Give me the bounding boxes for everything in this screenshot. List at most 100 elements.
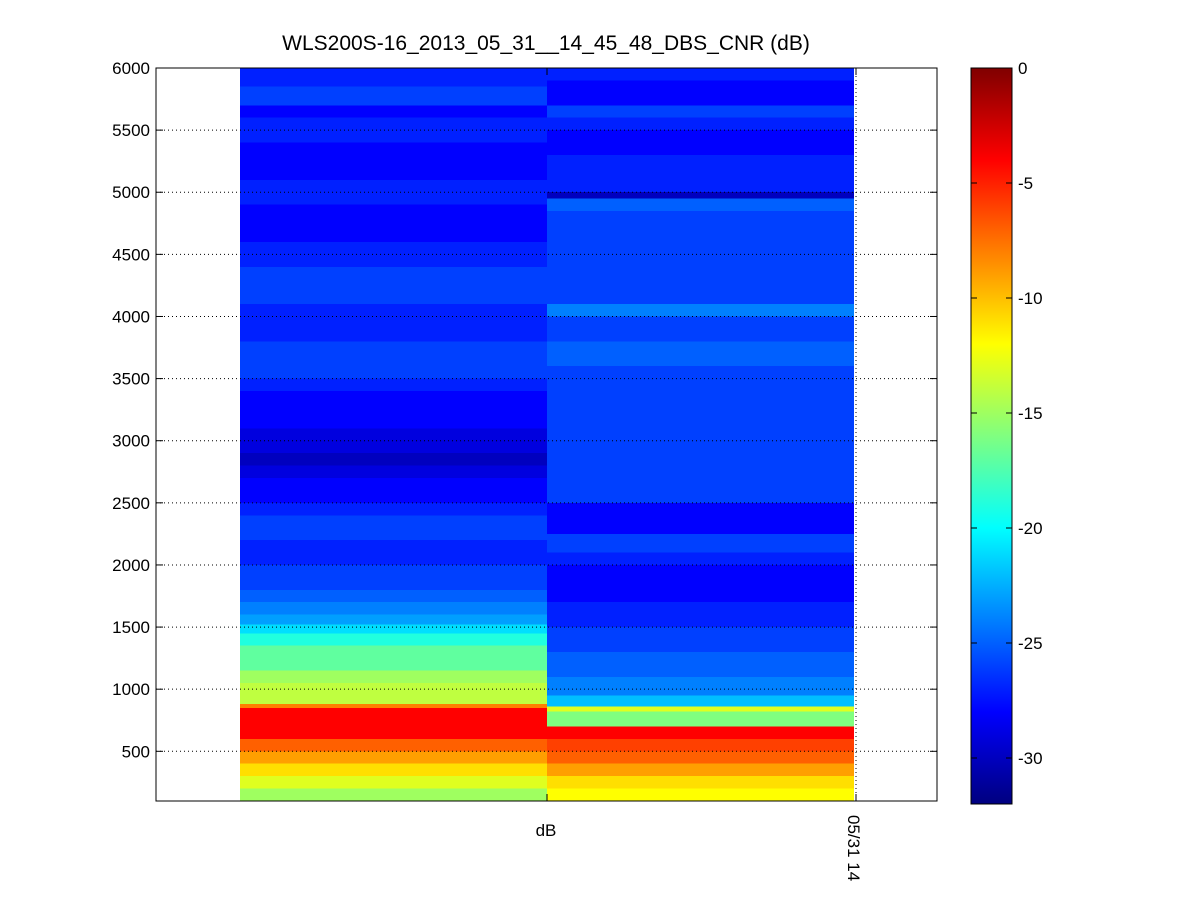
heatmap-cell — [240, 378, 547, 392]
heatmap-cell — [240, 117, 547, 143]
y-tick-label: 1500 — [112, 618, 150, 637]
y-tick-label: 6000 — [112, 59, 150, 78]
heatmap-cell — [547, 192, 854, 199]
heatmap-cell — [547, 651, 854, 677]
heatmap-cell — [547, 80, 854, 106]
heatmap-cell — [240, 682, 547, 705]
x-tick-label-db: dB — [536, 821, 557, 840]
heatmap-cell — [240, 614, 547, 625]
heatmap-cell — [547, 198, 854, 211]
heatmap-cell — [240, 624, 547, 634]
heatmap-cell — [240, 391, 547, 429]
y-tick-label: 5500 — [112, 121, 150, 140]
heatmap-cell — [547, 564, 854, 603]
colorbar-tick-label: -10 — [1018, 289, 1043, 308]
heatmap-cell — [240, 465, 547, 478]
y-tick-label: 4500 — [112, 245, 150, 264]
heatmap-cell — [547, 316, 854, 342]
heatmap-cell — [240, 86, 547, 106]
heatmap-cell — [240, 763, 547, 777]
heatmap-cell — [240, 540, 547, 565]
heatmap-cell — [240, 564, 547, 590]
heatmap-cell — [547, 154, 854, 193]
heatmap-cell — [547, 552, 854, 565]
y-tick-label: 4000 — [112, 307, 150, 326]
axes — [546, 68, 857, 801]
heatmap-cell — [240, 704, 547, 708]
heatmap-cell — [547, 68, 854, 81]
heatmap-cell — [547, 711, 854, 727]
y-tick-label: 2000 — [112, 556, 150, 575]
heatmap-cell — [547, 130, 854, 155]
heatmap-cell — [547, 210, 854, 242]
heatmap-cell — [547, 105, 854, 118]
heatmap-cell — [240, 68, 547, 87]
y-tick-label: 3000 — [112, 432, 150, 451]
heatmap-cell — [240, 670, 547, 683]
colorbar-tick-label: -25 — [1018, 634, 1043, 653]
heatmap-cell — [240, 266, 547, 305]
heatmap-cell — [547, 738, 854, 752]
heatmap-cell — [547, 266, 854, 305]
plot-area — [155, 67, 938, 802]
colorbar-gradient — [971, 68, 1012, 804]
colorbar-tick-label: -30 — [1018, 749, 1043, 768]
heatmap-cell — [240, 633, 547, 646]
heatmap-cell — [547, 304, 854, 317]
heatmap-cell — [240, 738, 547, 752]
heatmap-cell — [240, 142, 547, 180]
heatmap-cell — [547, 465, 854, 503]
heatmap-cell — [547, 788, 854, 801]
heatmap-cell — [240, 428, 547, 454]
heatmap-cell — [240, 179, 547, 205]
heatmap-cell — [240, 105, 547, 118]
heatmap-cell — [547, 776, 854, 789]
heatmap-cell — [240, 453, 547, 466]
heatmap-cell — [240, 589, 547, 603]
heatmap-cells — [240, 68, 854, 801]
heatmap-cell — [547, 726, 854, 739]
heatmap-cell — [547, 763, 854, 777]
heatmap-cell — [547, 695, 854, 707]
heatmap-cell — [240, 751, 547, 764]
y-tick-label: 5000 — [112, 183, 150, 202]
y-axis-ticks: 500 1000 1500 2000 2500 3000 3500 4000 4500 5000 5… — [112, 59, 937, 761]
heatmap-cell — [547, 627, 854, 652]
heatmap-cell — [240, 502, 547, 516]
heatmap-cell — [547, 706, 854, 712]
plot-frame — [155, 67, 938, 802]
colorbar-tick-label: 0 — [1018, 59, 1027, 78]
chart-title: WLS200S-16_2013_05_31__14_45_48_DBS_CNR … — [282, 32, 810, 55]
heatmap-cell — [547, 676, 854, 696]
heatmap-cell — [547, 366, 854, 416]
heatmap-cell — [240, 241, 547, 267]
colorbar-tick-label: -5 — [1018, 174, 1033, 193]
colorbar-frame — [970, 67, 1013, 805]
x-axis-ticks: dB 05/31 14 — [536, 815, 863, 881]
colorbar: 0 -5 -10 -15 -20 -25 -30 — [970, 59, 1043, 805]
heatmap-cell — [240, 341, 547, 379]
heatmap-cell — [547, 751, 854, 764]
heatmap-cell — [547, 117, 854, 131]
heatmap-cell — [240, 645, 547, 671]
heatmap-cell — [240, 204, 547, 242]
heatmap-cell — [547, 602, 854, 628]
heatmap-cell — [240, 707, 547, 739]
heatmap-cell — [240, 776, 547, 789]
heatmap-cell — [240, 602, 547, 615]
heatmap-cell — [547, 533, 854, 553]
y-tick-label: 3500 — [112, 370, 150, 389]
colorbar-tick-label: -20 — [1018, 519, 1043, 538]
heatmap-cell — [547, 502, 854, 534]
x-tick-label-date: 05/31 14 — [844, 815, 863, 881]
heatmap-cell — [547, 341, 854, 367]
heatmap-cell — [240, 515, 547, 541]
y-tick-label: 500 — [122, 742, 150, 761]
y-tick-label: 1000 — [112, 680, 150, 699]
heatmap-cell — [240, 304, 547, 342]
colorbar-ticks: 0 -5 -10 -15 -20 -25 -30 — [971, 59, 1043, 768]
heatmap-cell — [240, 788, 547, 801]
colorbar-tick-label: -15 — [1018, 404, 1043, 423]
y-tick-label: 2500 — [112, 494, 150, 513]
